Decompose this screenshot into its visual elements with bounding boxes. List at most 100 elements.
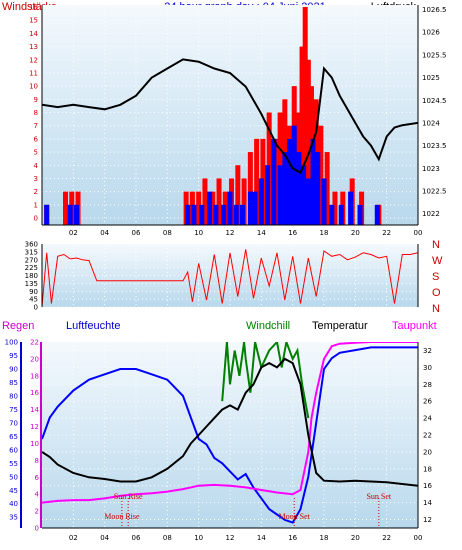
- rain-tick-label: 4: [35, 491, 40, 499]
- humidity-tick-label: 40: [9, 500, 18, 508]
- sun-set-label: Sun Set: [366, 492, 391, 501]
- wind-tick-label: 1: [34, 201, 38, 209]
- gust-bar: [305, 59, 311, 225]
- gust-bar: [247, 152, 253, 225]
- x-tick-label: 16: [288, 534, 297, 542]
- wind-bar: [73, 204, 79, 225]
- x-tick-label: 20: [351, 534, 360, 542]
- x-tick-label: 10: [194, 534, 203, 542]
- wind-tick-label: 6: [34, 135, 39, 143]
- gust-bar: [62, 191, 69, 225]
- gust-bar: [196, 191, 202, 225]
- wind-tick-label: 11: [29, 69, 38, 77]
- direction-tick-label: 135: [25, 280, 38, 288]
- gust-bar: [235, 165, 241, 225]
- temperature-tick-label: 24: [423, 415, 432, 423]
- wind-bar: [296, 152, 302, 225]
- humidity-tick-label: 45: [9, 487, 18, 495]
- x-tick-label: 12: [226, 534, 235, 542]
- temperature-tick-label: 22: [423, 432, 432, 440]
- direction-tick-label: 45: [29, 296, 38, 304]
- temperature-tick-label: 30: [423, 364, 432, 372]
- astro-annotations: Moon Rise Sun Rise Moon Set Sun Set: [104, 492, 392, 528]
- rain-tick-label: 16: [30, 389, 39, 397]
- temperature-tick-label: 12: [423, 516, 432, 524]
- wind-tick-label: 16: [29, 4, 38, 12]
- wind-bar: [277, 165, 283, 225]
- humidity-tick-label: 70: [9, 419, 18, 427]
- x-tick-label: 02: [69, 229, 78, 237]
- wind-tick-label: 4: [34, 162, 39, 170]
- wind-tick-label: 13: [29, 43, 38, 51]
- compass-n-bottom: N: [432, 303, 440, 315]
- wind-tick-label: 14: [29, 30, 38, 38]
- gust-bar: [299, 46, 305, 225]
- rain-tick-label: 22: [30, 339, 39, 347]
- rain-tick-label: 2: [35, 508, 39, 516]
- direction-tick-label: 270: [25, 256, 38, 264]
- wind-bar: [348, 191, 354, 225]
- dewpoint-legend: Taupunkt: [392, 320, 437, 332]
- x-tick-label: 22: [382, 534, 391, 542]
- humidity-tick-label: 60: [9, 446, 18, 454]
- wind-tick-label: 8: [34, 109, 38, 117]
- humidity-tick-label: 50: [9, 473, 18, 481]
- humidity-tick-label: 35: [9, 514, 18, 522]
- moon-rise-label: Moon Rise: [104, 512, 140, 521]
- wind-bar: [44, 204, 50, 225]
- moon-set-label: Moon Set: [279, 512, 311, 521]
- dewpoint-line: [42, 342, 418, 504]
- rain-axis-title: Regen: [2, 320, 34, 332]
- temperature-tick-label: 26: [423, 398, 432, 406]
- humidity-tick-label: 95: [9, 352, 18, 360]
- wind-tick-label: 7: [34, 122, 38, 130]
- wind-bar: [305, 178, 311, 225]
- x-tick-label: 18: [320, 229, 329, 237]
- rain-tick-label: 18: [30, 372, 39, 380]
- pressure-tick-label: 1022: [422, 210, 440, 218]
- wind-bar: [191, 204, 197, 225]
- wind-tick-label: 3: [34, 175, 38, 183]
- wind-bar: [233, 204, 239, 225]
- x-tick-label: 06: [132, 229, 141, 237]
- direction-tick-label: 90: [29, 288, 38, 296]
- wind-bar: [271, 138, 277, 225]
- temperature-tick-label: 32: [423, 347, 432, 355]
- wind-bar: [207, 191, 213, 225]
- wind-bar: [315, 152, 321, 225]
- pressure-tick-label: 1023: [422, 165, 440, 173]
- temperature-tick-label: 16: [423, 482, 432, 490]
- wind-tick-label: 0: [34, 215, 38, 223]
- gust-bar: [324, 152, 330, 225]
- rain-tick-label: 12: [30, 423, 39, 431]
- wind-bar: [213, 204, 219, 225]
- climate-series: [42, 342, 418, 524]
- wind-bar: [291, 125, 297, 225]
- compass-w: W: [432, 255, 443, 267]
- gust-bar: [332, 191, 338, 225]
- wind-bar: [199, 204, 205, 225]
- wind-bars: [44, 7, 382, 225]
- x-tick-label: 14: [257, 534, 266, 542]
- direction-tick-label: 225: [25, 264, 38, 272]
- x-tick-label: 10: [194, 229, 203, 237]
- x-tick-label: 04: [100, 534, 109, 542]
- humidity-tick-label: 90: [9, 365, 18, 373]
- temperature-tick-label: 20: [423, 448, 432, 456]
- humidity-tick-label: 65: [9, 433, 18, 441]
- wind-bar: [227, 191, 233, 225]
- pressure-tick-label: 1022.5: [422, 187, 447, 195]
- rain-tick-label: 6: [35, 474, 40, 482]
- direction-tick-label: 180: [25, 272, 38, 280]
- humidity-tick-label: 55: [9, 460, 18, 468]
- pressure-tick-label: 1025.5: [422, 51, 447, 59]
- x-tick-label: 22: [382, 229, 391, 237]
- gust-bar: [216, 178, 222, 225]
- wind-bar: [357, 204, 363, 225]
- rain-tick-label: 10: [30, 440, 39, 448]
- x-tick-label: 06: [132, 534, 141, 542]
- temperature-tick-label: 14: [423, 499, 432, 507]
- gust-bar: [254, 138, 260, 225]
- x-tick-label: 12: [226, 229, 235, 237]
